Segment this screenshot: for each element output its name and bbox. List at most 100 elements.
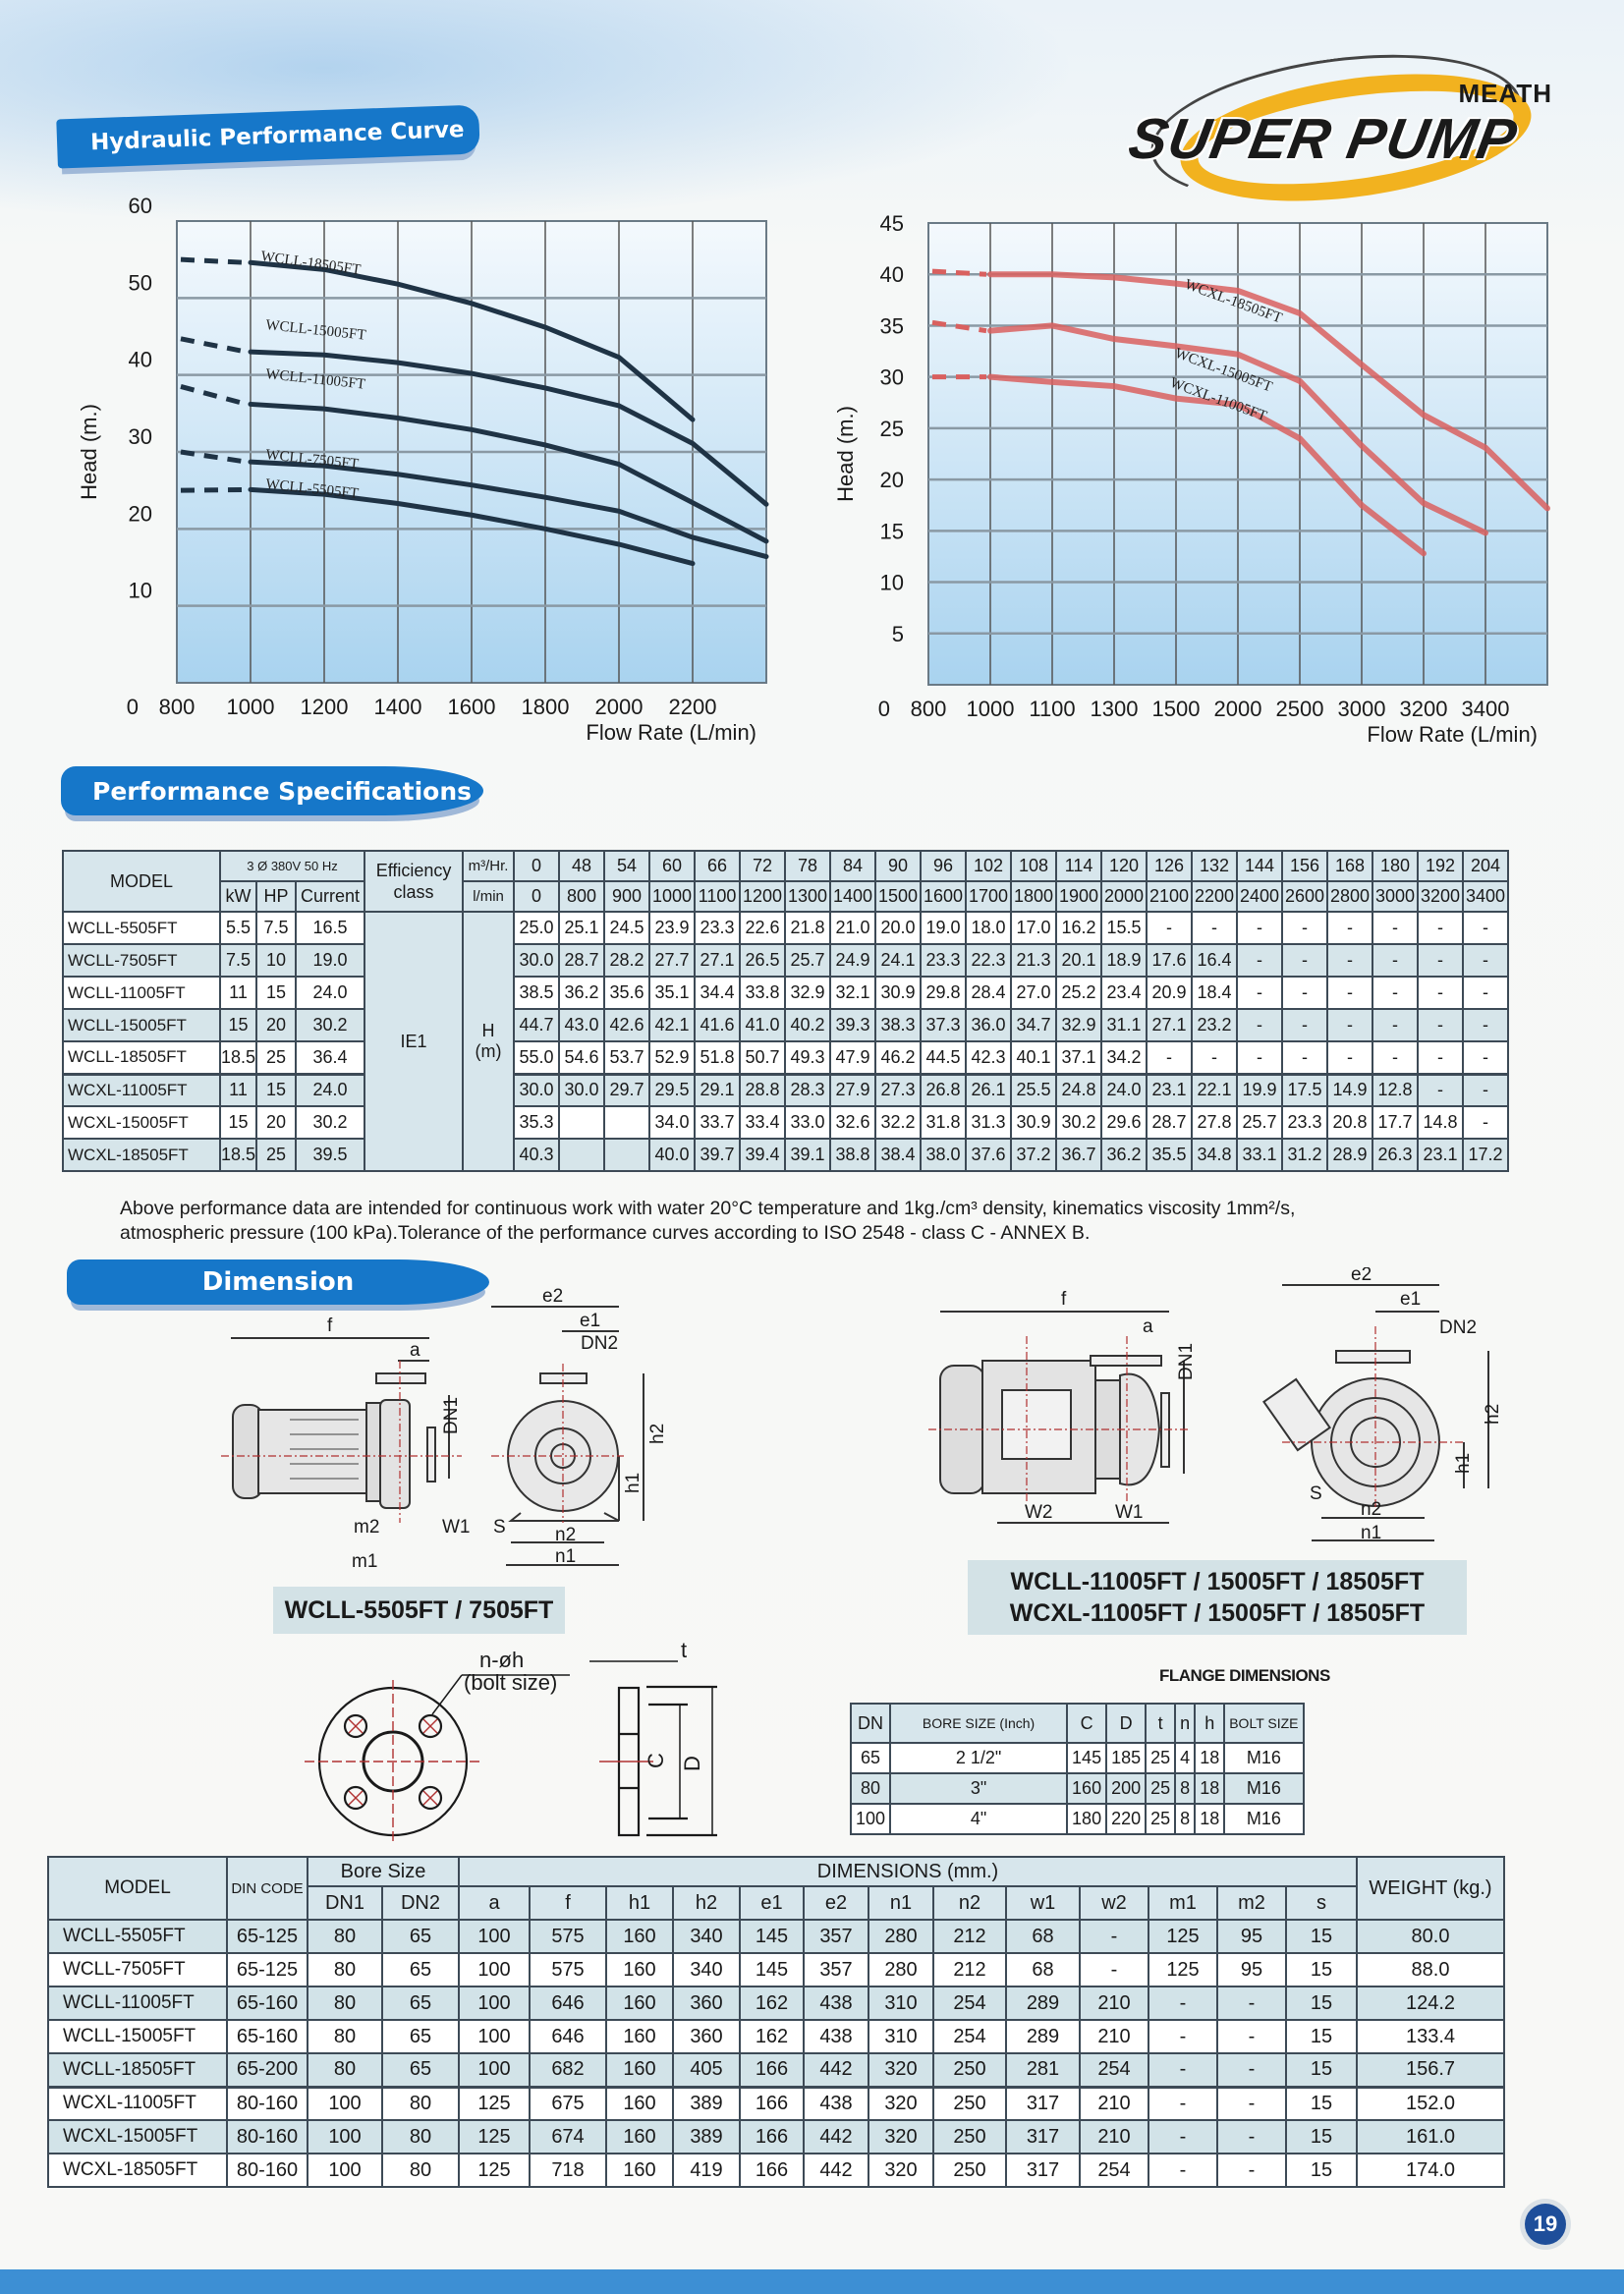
y-tick: 30 — [129, 424, 152, 449]
cell-head: 17.0 — [1010, 911, 1058, 945]
flange-cell: 25 — [1145, 1772, 1177, 1805]
col-flow-m3hr: 192 — [1417, 850, 1465, 882]
flange-row: 100 4" 180 220 25 8 18 M16 — [849, 1803, 1305, 1835]
cell-dim: 160 — [605, 1952, 674, 1987]
cell-head: 24.0 — [1100, 1073, 1148, 1107]
cell-head: 33.7 — [694, 1105, 742, 1140]
super-pump-logo: MEATH SUPER PUMP — [1120, 33, 1572, 222]
cell-dim: - — [1079, 1919, 1149, 1954]
cell-head: 31.2 — [1281, 1138, 1329, 1172]
table-row: WCLL-5505FT 65-125 80 65 100 575 160 340 145 357 2… — [47, 1919, 1505, 1954]
cell-dim: 289 — [1005, 2019, 1081, 2054]
cell-dim: 174.0 — [1356, 2153, 1505, 2188]
cell-dim: 289 — [1005, 1986, 1081, 2021]
cell-dim: 65 — [381, 2052, 460, 2088]
label-f: f — [1061, 1289, 1067, 1310]
col-flow-lmin: 3000 — [1372, 880, 1420, 913]
cell-head: 28.4 — [965, 976, 1013, 1010]
cell-head: 32.9 — [1055, 1008, 1103, 1042]
cell-head: 27.9 — [829, 1073, 877, 1107]
table-row: WCLL-11005FT 11 15 24.0 38.5 36.2 35.6 35.1 34.4… — [62, 976, 1510, 1010]
flange-d-label: D — [680, 1756, 704, 1771]
col-flow-lmin: 1100 — [694, 880, 742, 913]
label-h1: h1 — [1453, 1453, 1474, 1474]
flange-bolt-sub: (bolt size) — [464, 1670, 557, 1695]
cell-head: 28.7 — [1146, 1105, 1194, 1140]
col-hp: HP — [255, 880, 298, 913]
cell-head: 14.8 — [1417, 1105, 1465, 1140]
cell-dim: 100 — [458, 2019, 531, 2054]
label-n2: n2 — [1361, 1499, 1381, 1520]
label-dn1: DN1 — [1176, 1343, 1197, 1380]
cell-dim: 162 — [739, 1986, 805, 2021]
cell-dim: 160 — [605, 2052, 674, 2088]
cell-head: 28.9 — [1326, 1138, 1374, 1172]
flange-row: 80 3" 160 200 25 8 18 M16 — [849, 1772, 1305, 1805]
x-tick: 1500 — [1152, 697, 1201, 721]
col-model: MODEL — [47, 1856, 228, 1921]
dim-col-w1: w1 — [1005, 1885, 1081, 1921]
label-e1: e1 — [580, 1311, 600, 1331]
large-pump-svg: f a DN1 e2 e1 DN2 h2 h1 n2 n1 S W2 W1 — [928, 1264, 1503, 1543]
y-tick: 5 — [892, 622, 904, 646]
cell-hp: 25 — [255, 1040, 298, 1075]
flange-col: DN — [849, 1703, 892, 1744]
cell-head: 26.1 — [965, 1073, 1013, 1107]
flange-cell: 25 — [1145, 1803, 1177, 1835]
cell-current: 24.0 — [295, 976, 366, 1010]
dim-col-f: f — [529, 1885, 607, 1921]
label-m2: m2 — [354, 1517, 379, 1538]
page-number-badge: 19 — [1525, 2204, 1566, 2245]
cell-dim: 210 — [1079, 2019, 1149, 2054]
x-axis-label: Flow Rate (L/min) — [586, 720, 756, 745]
chart-wcxl: 45 40 35 30 25 20 15 10 5 0 800 1000 1100 1300 1500 200… — [833, 211, 1601, 761]
y-tick: 60 — [129, 194, 152, 218]
x-tick: 800 — [911, 697, 947, 721]
col-flow-m3hr: 60 — [648, 850, 697, 882]
flange-cell: 4 — [1174, 1742, 1197, 1774]
cell-dim: 438 — [803, 2086, 869, 2121]
table-row: WCLL-7505FT 65-125 80 65 100 575 160 340 145 357 2… — [47, 1952, 1505, 1987]
flange-cell: M16 — [1223, 1772, 1305, 1805]
cell-dim: 310 — [868, 1986, 934, 2021]
cell-head: 40.1 — [1010, 1040, 1058, 1075]
cell-model: WCXL-15005FT — [47, 2119, 228, 2154]
col-kw: kW — [218, 880, 258, 913]
footer-bar — [0, 2269, 1624, 2294]
cell-head: 27.1 — [1146, 1008, 1194, 1042]
cell-head: 25.2 — [1055, 976, 1103, 1010]
col-flow-lmin: 0 — [513, 880, 561, 913]
cell-dim: 124.2 — [1356, 1986, 1505, 2021]
flange-cell: M16 — [1223, 1742, 1305, 1774]
cell-head: 16.2 — [1055, 911, 1103, 945]
col-power-group: 3 Ø 380V 50 Hz — [218, 850, 366, 882]
cell-head: 46.2 — [874, 1040, 923, 1075]
cell-dim: 80 — [307, 2019, 383, 2054]
cell-head: 23.4 — [1100, 976, 1148, 1010]
cell-head: 19.0 — [920, 911, 968, 945]
cell-head: 18.0 — [965, 911, 1013, 945]
head-unit: (m) — [475, 1041, 502, 1061]
cell-dim: 310 — [868, 2019, 934, 2054]
cell-head: 37.3 — [920, 1008, 968, 1042]
col-flow-m3hr: 144 — [1236, 850, 1284, 882]
flange-cell: 18 — [1194, 1772, 1226, 1805]
col-flow-m3hr: 120 — [1100, 850, 1148, 882]
cell-head: - — [1236, 943, 1284, 978]
cell-head: 25.1 — [558, 911, 606, 945]
cell-dim: 125 — [1148, 1952, 1218, 1987]
cell-hp: 20 — [255, 1105, 298, 1140]
cell-dim: - — [1148, 1986, 1218, 2021]
cell-dim: 160 — [605, 1986, 674, 2021]
cell-kw: 5.5 — [218, 911, 258, 945]
cell-dim: 65-200 — [226, 2052, 308, 2088]
x-tick: 1600 — [448, 695, 496, 719]
cell-dim: 100 — [458, 2052, 531, 2088]
cell-dim: 320 — [868, 2153, 934, 2188]
table-row: WCLL-18505FT 18.5 25 36.4 55.0 54.6 53.7 52.9 51… — [62, 1040, 1510, 1075]
cell-head: 43.0 — [558, 1008, 606, 1042]
cell-model: WCLL-15005FT — [62, 1008, 221, 1042]
performance-note: Above performance data are intended for … — [120, 1197, 1525, 1246]
cell-head: 20.9 — [1146, 976, 1194, 1010]
